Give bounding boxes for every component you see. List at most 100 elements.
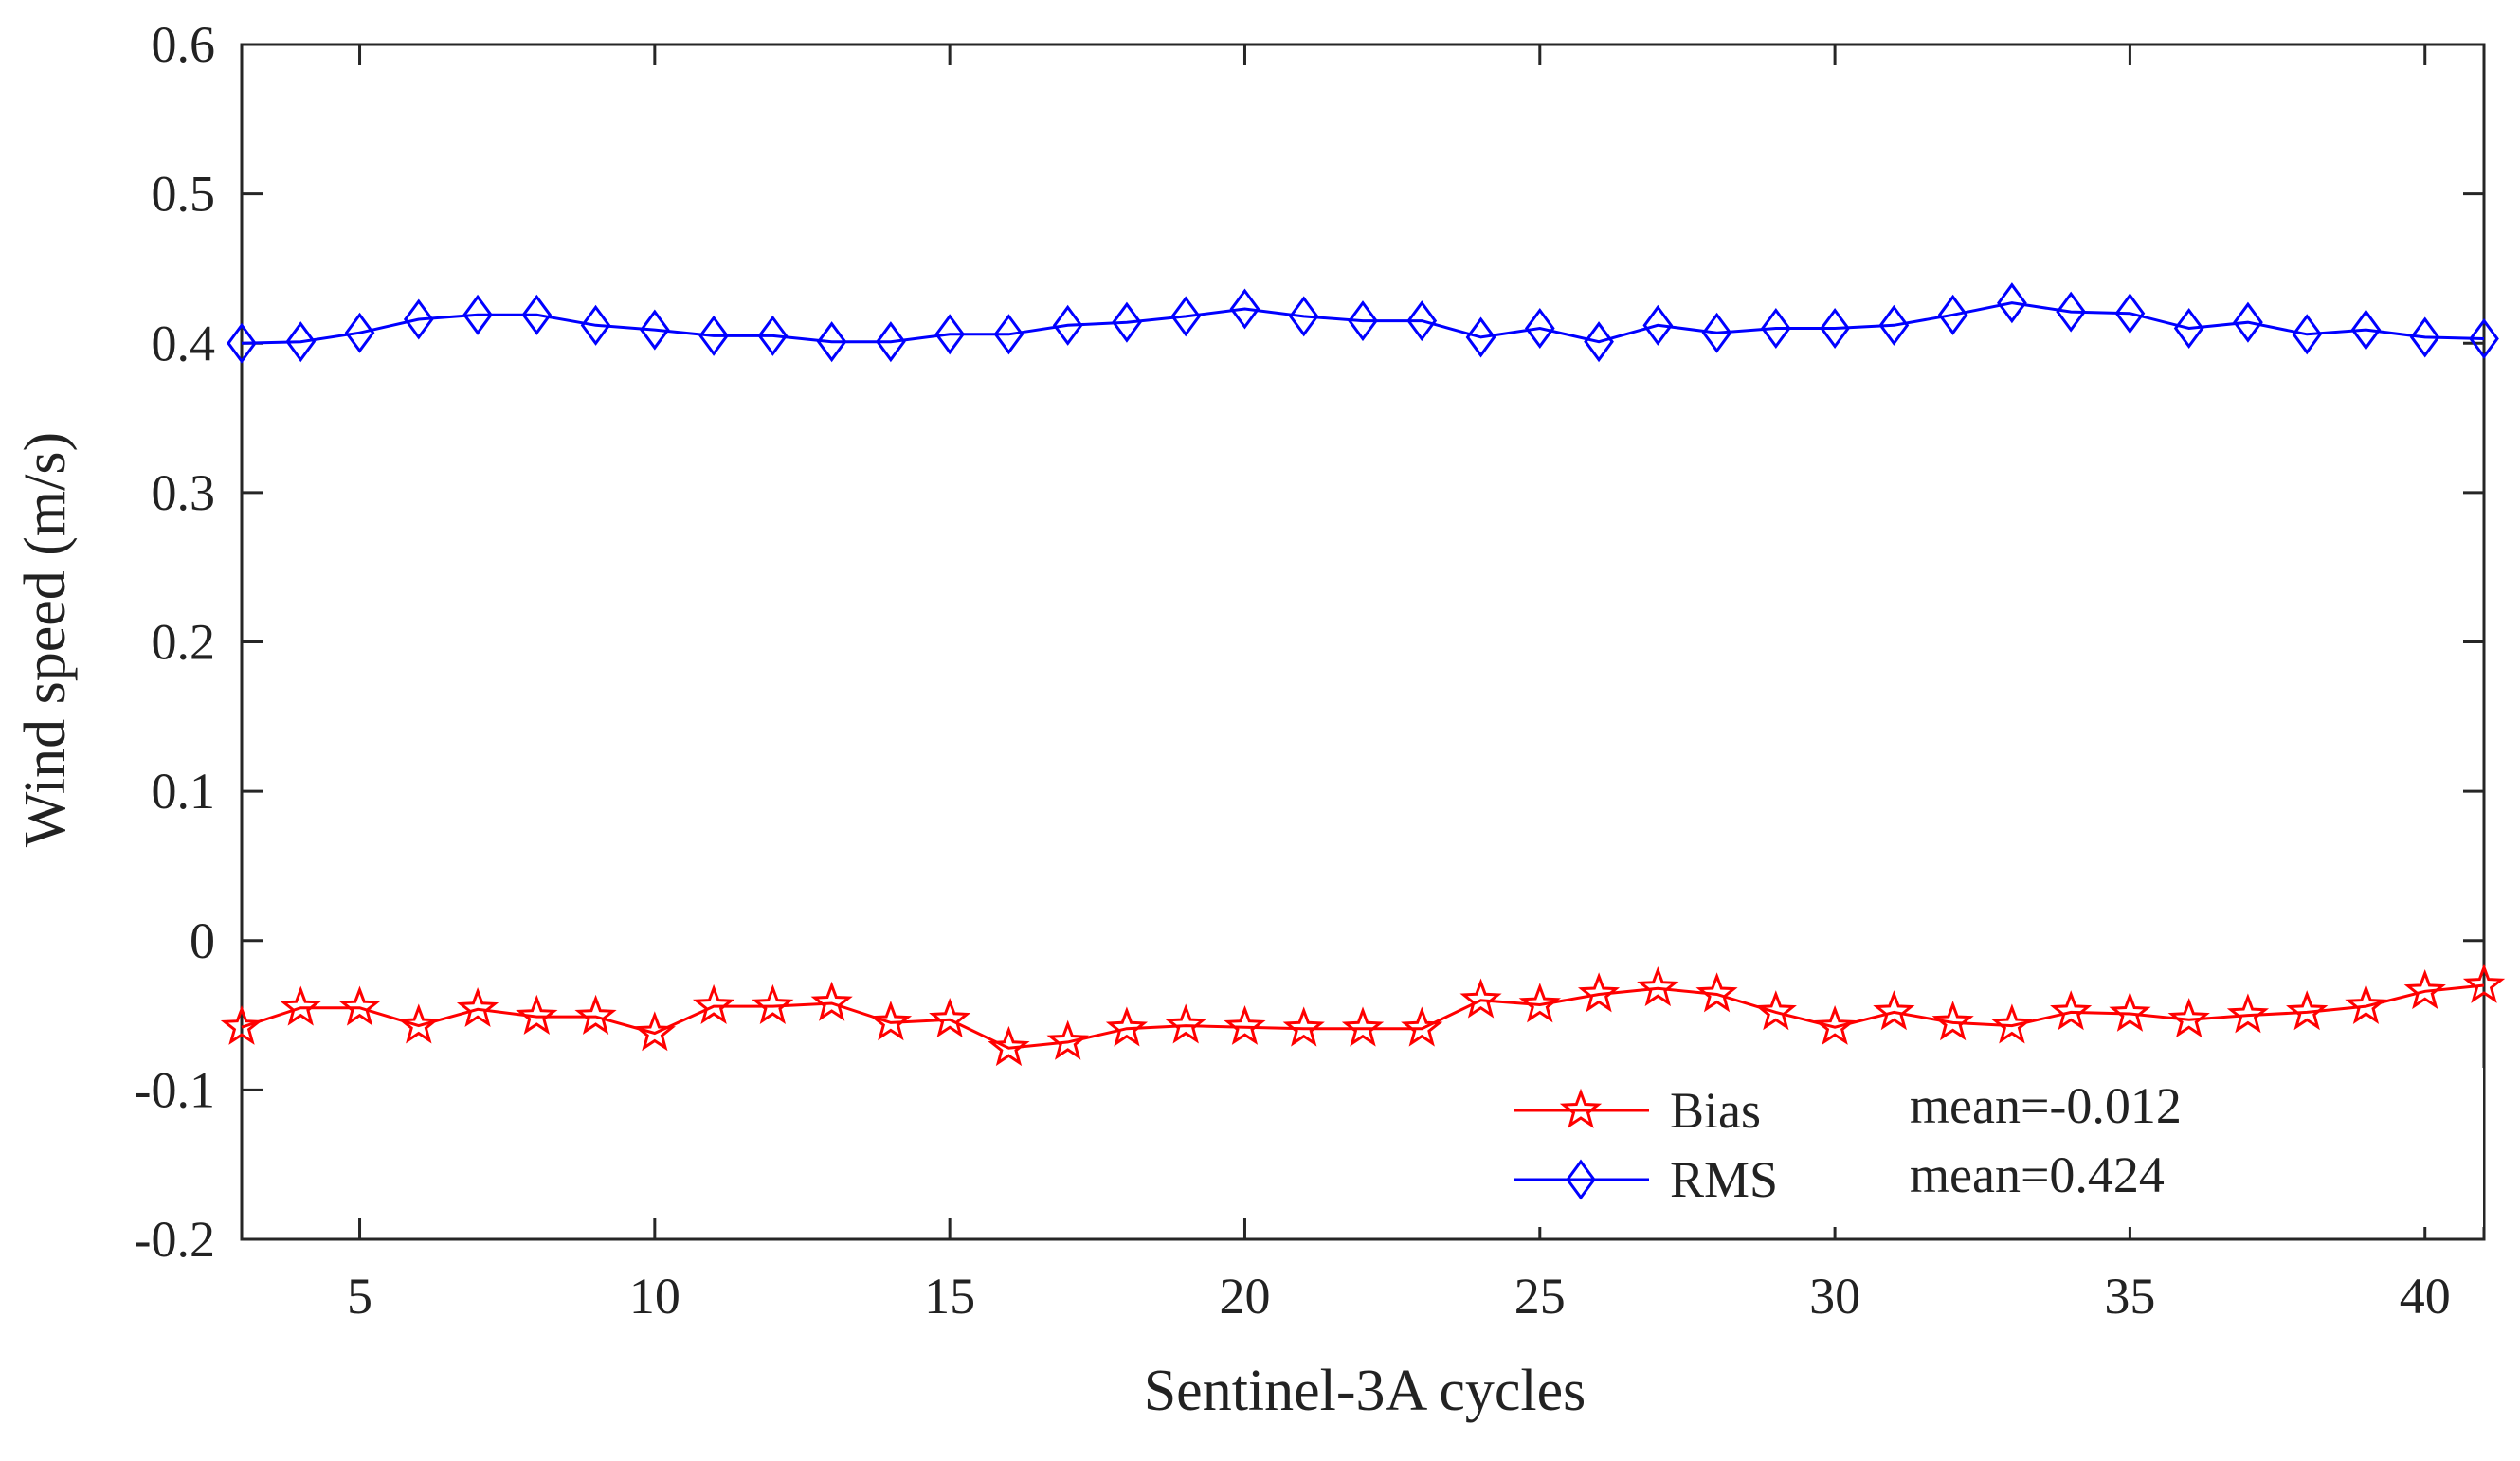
rms-point xyxy=(1820,307,1850,350)
series-bias xyxy=(220,963,2506,1067)
bias-mean-annotation: mean=-0.012 xyxy=(1910,1077,2182,1134)
x-tick-label: 30 xyxy=(1809,1268,1860,1325)
bias-point xyxy=(220,1004,263,1045)
legend-rms-marker xyxy=(1566,1159,1596,1200)
y-tick-label: 0.4 xyxy=(152,315,216,371)
rms-point xyxy=(1701,312,1732,353)
legend-bias-swatch xyxy=(1514,1088,1649,1128)
bias-point xyxy=(2345,983,2387,1024)
rms-point xyxy=(580,304,611,346)
bias-point xyxy=(1401,1006,1443,1047)
bias-point xyxy=(2167,998,2210,1038)
bias-point xyxy=(1165,1003,1207,1044)
bias-point xyxy=(929,998,971,1038)
rms-point xyxy=(521,294,553,335)
y-tick-label: -0.2 xyxy=(135,1211,215,1268)
rms-point xyxy=(1288,296,1319,337)
bias-point xyxy=(1637,965,1679,1007)
rms-line xyxy=(241,301,2485,345)
bias-point xyxy=(1105,1006,1149,1047)
rms-point xyxy=(1112,301,1142,343)
rms-point xyxy=(876,321,906,363)
bias-point xyxy=(2403,969,2446,1010)
rms-point xyxy=(1878,304,1910,346)
series-rms xyxy=(227,282,2499,364)
rms-point xyxy=(2056,291,2087,333)
rms-point xyxy=(2173,307,2204,350)
y-tick-label: 0.5 xyxy=(152,166,216,223)
y-tick-label: 0.6 xyxy=(152,16,216,73)
rms-point xyxy=(2409,316,2440,358)
rms-point xyxy=(1170,296,1202,337)
bias-point xyxy=(988,1025,1030,1067)
bias-point xyxy=(397,1003,440,1044)
legend-bias-marker xyxy=(1559,1088,1603,1128)
rms-point xyxy=(462,294,493,335)
bias-point xyxy=(869,1001,913,1041)
rms-point xyxy=(2292,314,2323,355)
rms-point xyxy=(1937,294,1968,335)
bias-point xyxy=(1046,1019,1089,1060)
rms-point xyxy=(1052,304,1083,346)
bias-point xyxy=(1341,1006,1385,1047)
bias-point xyxy=(1931,1001,1974,1041)
bias-point xyxy=(633,1011,676,1052)
x-tick-label: 15 xyxy=(924,1268,975,1325)
rms-point xyxy=(1584,321,1614,363)
rms-point xyxy=(698,315,729,356)
rms-point xyxy=(1642,304,1674,346)
x-tick-label: 20 xyxy=(1219,1268,1270,1325)
bias-point xyxy=(1518,983,1561,1023)
legend-background xyxy=(1502,1068,2483,1227)
bias-point xyxy=(516,994,558,1035)
x-tick-label: 10 xyxy=(629,1268,680,1325)
bias-line xyxy=(241,983,2485,1050)
rms-point xyxy=(344,312,375,353)
bias-point xyxy=(1695,972,1738,1013)
rms-point xyxy=(1760,307,1791,350)
rms-point xyxy=(816,321,847,363)
rms-point xyxy=(2114,293,2146,334)
rms-point xyxy=(934,314,966,355)
rms-point xyxy=(1348,300,1378,342)
rms-point xyxy=(2350,309,2382,351)
y-axis-title: Wind speed (m/s) xyxy=(13,432,78,847)
bias-point xyxy=(1754,990,1797,1031)
rms-point xyxy=(1524,307,1555,350)
x-tick-label: 35 xyxy=(2104,1268,2155,1325)
x-tick-label: 5 xyxy=(347,1268,372,1325)
bias-point xyxy=(1282,1006,1325,1047)
y-tick-label: 0.3 xyxy=(152,464,216,521)
rms-point xyxy=(1997,282,2027,324)
bias-point xyxy=(1990,1003,2034,1044)
bias-point xyxy=(2462,963,2506,1003)
bias-point xyxy=(2226,993,2270,1034)
rms-point xyxy=(1229,288,1260,330)
x-axis-title: Sentinel-3A cycles xyxy=(1144,1359,1586,1423)
x-tick-label: 40 xyxy=(2400,1268,2451,1325)
rms-point xyxy=(2233,301,2263,343)
rms-point xyxy=(403,298,434,340)
rms-point xyxy=(993,314,1024,355)
bias-point xyxy=(338,985,381,1026)
legend-rms-label: RMS xyxy=(1670,1151,1778,1208)
y-tick-label: 0.1 xyxy=(152,763,216,820)
y-tick-label: 0 xyxy=(190,912,215,969)
bias-point xyxy=(2109,991,2151,1032)
bias-point xyxy=(1577,972,1621,1013)
bias-point xyxy=(1873,990,1915,1031)
bias-point xyxy=(1459,978,1502,1019)
legend: Bias mean=-0.012 RMS mean=0.424 xyxy=(1502,1068,2483,1227)
bias-point xyxy=(692,983,735,1024)
x-tick-label: 25 xyxy=(1514,1268,1566,1325)
rms-point xyxy=(227,322,257,364)
bias-point xyxy=(456,987,499,1028)
bias-point xyxy=(2286,990,2329,1031)
bias-point xyxy=(2050,990,2093,1031)
rms-point xyxy=(2469,317,2499,360)
legend-rms-swatch xyxy=(1514,1159,1649,1200)
rms-mean-annotation: mean=0.424 xyxy=(1910,1146,2165,1203)
